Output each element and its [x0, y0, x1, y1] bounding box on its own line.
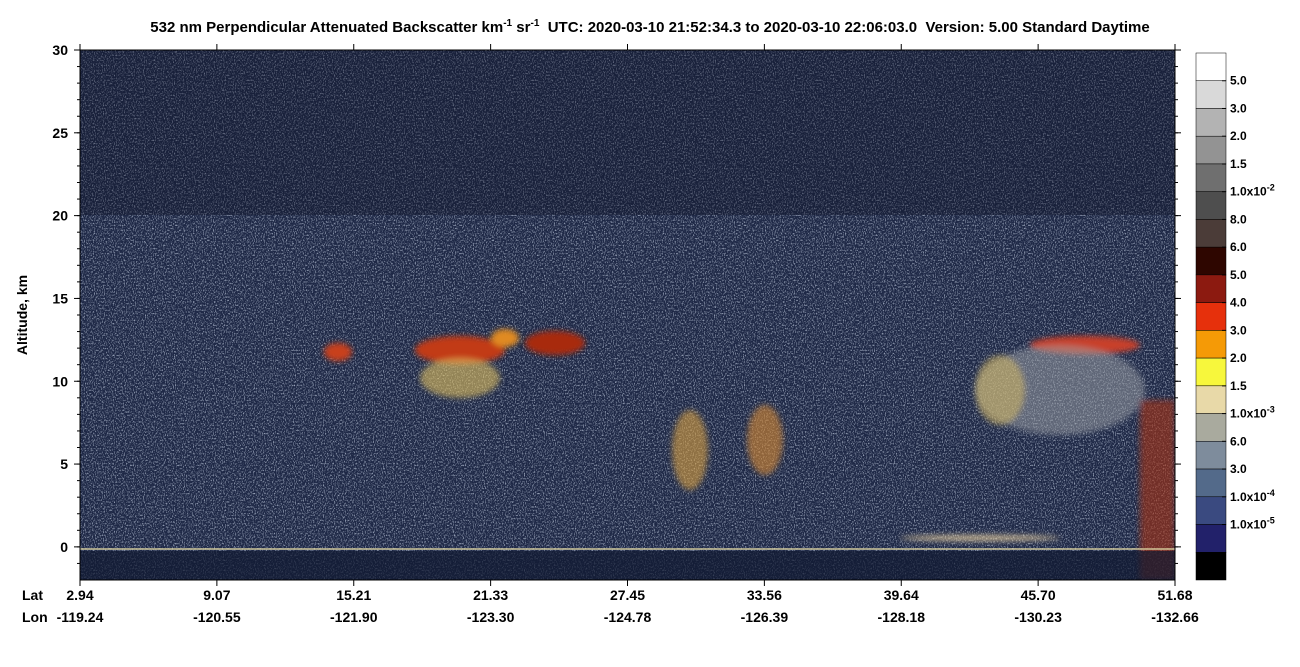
colorbar-swatch	[1195, 246, 1227, 276]
y-axis-label: Altitude, km	[14, 275, 30, 355]
colorbar-swatch	[1195, 496, 1227, 525]
colorbar-label-sup: -3	[1267, 405, 1275, 415]
colorbar-swatch	[1195, 441, 1227, 470]
lat-label: 15.21	[336, 587, 371, 603]
lon-label: -120.55	[193, 609, 241, 625]
colorbar-label: 3.0	[1230, 462, 1247, 476]
colorbar-label-sup: -5	[1267, 516, 1275, 526]
colorbar-swatch	[1195, 413, 1227, 442]
colorbar-label: 1.0x10-2	[1230, 183, 1275, 199]
colorbar-swatch	[1195, 135, 1227, 165]
lon-label: -121.90	[330, 609, 378, 625]
title-part: sr	[512, 19, 531, 36]
colorbar-label-text: 2.0	[1230, 351, 1247, 365]
lat-label: 2.94	[66, 587, 93, 603]
colorbar-label: 5.0	[1230, 74, 1247, 88]
lat-label: 39.64	[884, 587, 919, 603]
colorbar-label-text: 5.0	[1230, 268, 1247, 282]
colorbar-swatch	[1195, 274, 1227, 303]
colorbar-label-text: 1.0x10	[1230, 407, 1267, 421]
colorbar-label-text: 2.0	[1230, 129, 1247, 143]
colorbar-label: 1.0x10-3	[1230, 405, 1275, 421]
lat-label: 33.56	[747, 587, 782, 603]
colorbar-label-text: 6.0	[1230, 434, 1247, 448]
colorbar-label-text: 1.0x10	[1230, 490, 1267, 504]
y-tick-label: 5	[60, 456, 68, 472]
lon-label: -123.30	[467, 609, 515, 625]
colorbar-swatch	[1195, 52, 1227, 81]
lon-label: -130.23	[1014, 609, 1062, 625]
colorbar-label-text: 8.0	[1230, 212, 1247, 226]
colorbar-label-text: 4.0	[1230, 296, 1247, 310]
y-tick-label: 0	[60, 539, 68, 555]
colorbar-swatch	[1195, 108, 1227, 137]
colorbar-label: 6.0	[1230, 240, 1247, 254]
colorbar-label: 5.0	[1230, 268, 1247, 282]
colorbar-swatch	[1195, 552, 1227, 581]
lat-label: 45.70	[1021, 587, 1056, 603]
colorbar-swatch	[1195, 163, 1227, 192]
x-row-label: Lat	[22, 587, 43, 603]
lon-label: -132.66	[1151, 609, 1199, 625]
colorbar-swatch	[1195, 468, 1227, 498]
colorbar-label-text: 3.0	[1230, 323, 1247, 337]
colorbar-label: 1.0x10-4	[1230, 488, 1275, 504]
colorbar-swatch	[1195, 330, 1227, 359]
colorbar-label: 1.5	[1230, 379, 1247, 393]
x-row-label: Lon	[22, 609, 48, 625]
y-tick-label: 25	[52, 125, 68, 141]
colorbar-label-text: 1.5	[1230, 157, 1247, 171]
lat-label: 27.45	[610, 587, 645, 603]
colorbar-swatch	[1195, 80, 1227, 109]
lon-label: -126.39	[741, 609, 789, 625]
colorbar-label-text: 1.5	[1230, 379, 1247, 393]
title-part: 532 nm Perpendicular Attenuated Backscat…	[150, 19, 503, 36]
y-tick-label: 30	[52, 42, 68, 58]
lon-label: -124.78	[604, 609, 652, 625]
title-sup: -1	[503, 18, 512, 29]
colorbar-swatch	[1195, 302, 1227, 331]
colorbar-label: 8.0	[1230, 212, 1247, 226]
colorbar-label-text: 3.0	[1230, 101, 1247, 115]
lat-label: 9.07	[203, 587, 230, 603]
colorbar-label: 6.0	[1230, 434, 1247, 448]
colorbar-swatch	[1195, 191, 1227, 220]
colorbar-swatch	[1195, 524, 1227, 553]
colorbar-label-sup: -2	[1267, 183, 1275, 193]
lon-label: -119.24	[57, 609, 104, 625]
colorbar-label: 1.5	[1230, 157, 1247, 171]
colorbar-swatch	[1195, 357, 1227, 387]
title-part: UTC: 2020-03-10 21:52:34.3 to 2020-03-10…	[539, 19, 1149, 36]
colorbar-label-text: 3.0	[1230, 462, 1247, 476]
chart-title: 532 nm Perpendicular Attenuated Backscat…	[150, 18, 1149, 36]
colorbar-label: 2.0	[1230, 351, 1247, 365]
colorbar-label: 3.0	[1230, 323, 1247, 337]
colorbar-label-text: 1.0x10	[1230, 185, 1267, 199]
colorbar-label-sup: -4	[1267, 488, 1275, 498]
lat-label: 21.33	[473, 587, 508, 603]
colorbar-label: 4.0	[1230, 296, 1247, 310]
colorbar-swatch	[1195, 385, 1227, 414]
y-tick-label: 15	[52, 290, 68, 306]
lat-label: 51.68	[1157, 587, 1192, 603]
colorbar-label-text: 5.0	[1230, 74, 1247, 88]
backscatter-image	[80, 50, 1175, 580]
lon-label: -128.18	[878, 609, 926, 625]
colorbar-label-text: 6.0	[1230, 240, 1247, 254]
y-tick-label: 10	[52, 373, 68, 389]
colorbar-label: 2.0	[1230, 129, 1247, 143]
y-tick-label: 20	[52, 208, 68, 224]
colorbar-label: 3.0	[1230, 101, 1247, 115]
colorbar-label-text: 1.0x10	[1230, 518, 1267, 532]
title-sup: -1	[530, 18, 539, 29]
colorbar-swatch	[1195, 219, 1227, 248]
colorbar-label: 1.0x10-5	[1230, 516, 1275, 532]
